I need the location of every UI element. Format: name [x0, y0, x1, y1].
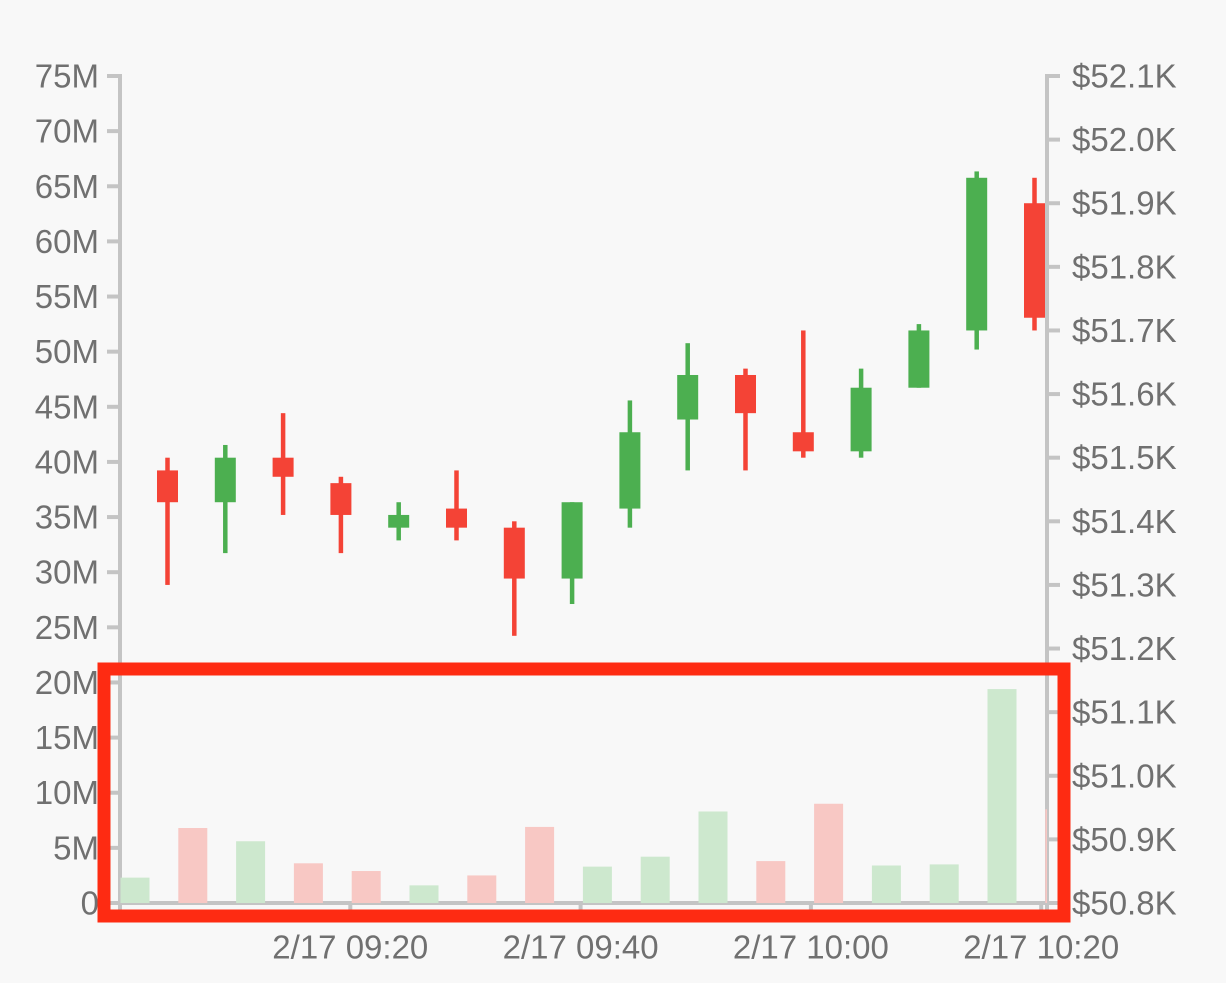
- candle-body: [446, 508, 467, 528]
- right-axis-tick-label: $51.1K: [1072, 694, 1177, 731]
- axes: [107, 74, 1063, 920]
- volume-bar: [987, 689, 1017, 903]
- left-axis-tick-label: 20M: [35, 664, 99, 701]
- right-axis-tick-label: $51.6K: [1072, 376, 1177, 413]
- volume-bar: [120, 877, 150, 903]
- right-axis-tick-label: $51.2K: [1072, 630, 1177, 667]
- volume-bar: [409, 885, 439, 903]
- candle-body: [561, 502, 583, 579]
- candle-body: [850, 387, 872, 452]
- candle-body: [330, 483, 352, 515]
- volume-bar: [698, 811, 728, 903]
- left-axis-tick-label: 55M: [35, 278, 99, 315]
- left-axis-tick-label: 60M: [35, 223, 99, 260]
- right-axis-tick-label: $51.3K: [1072, 566, 1177, 603]
- candle-body: [272, 457, 294, 477]
- axis-labels: 75M 70M 65M 60M 55M 50M 45M 40M 35M 30M 25M 20M 15M 1…: [35, 58, 1177, 966]
- volume-bar: [178, 828, 208, 903]
- right-axis-tick-label: $50.9K: [1072, 821, 1177, 858]
- left-axis-tick-label: 45M: [35, 388, 99, 425]
- x-axis-tick-label: 2/17 09:40: [503, 929, 659, 966]
- candle-body: [1024, 203, 1045, 318]
- candle-wick: [454, 470, 459, 541]
- right-axis-tick-label: $51.5K: [1072, 439, 1177, 476]
- volume-series: [120, 689, 1047, 903]
- volume-bar: [929, 864, 959, 903]
- candle-body: [388, 514, 410, 528]
- right-axis-tick-label: $52.1K: [1072, 58, 1177, 95]
- right-axis-tick-label: $50.8K: [1072, 885, 1177, 922]
- left-axis-tick-label: 25M: [35, 609, 99, 646]
- x-axis-tick-label: 2/17 10:00: [733, 929, 889, 966]
- candle-series: [157, 171, 1045, 636]
- left-axis-tick-label: 10M: [35, 774, 99, 811]
- right-axis-tick-label: $51.7K: [1072, 312, 1177, 349]
- x-axis-tick-label: 2/17 10:20: [963, 929, 1119, 966]
- right-axis-tick-label: $51.0K: [1072, 757, 1177, 794]
- left-axis-tick-label: 50M: [35, 333, 99, 370]
- left-axis-tick-label: 70M: [35, 113, 99, 150]
- x-axis-tick-label: 2/17 09:20: [272, 929, 428, 966]
- volume-bar: [756, 861, 786, 903]
- left-axis-tick-label: 0: [81, 885, 99, 922]
- volume-bar: [1045, 809, 1047, 903]
- left-axis-tick-label: 5M: [53, 829, 99, 866]
- left-axis-tick-label: 35M: [35, 499, 99, 536]
- volume-bar: [467, 875, 497, 903]
- candle-body: [214, 457, 236, 503]
- candle-body: [792, 432, 814, 452]
- candle-wick: [801, 330, 806, 458]
- volume-bar: [814, 803, 844, 903]
- left-axis-tick-label: 15M: [35, 719, 99, 756]
- volume-bar: [582, 866, 612, 903]
- candle-body: [157, 470, 178, 503]
- candle-body: [735, 374, 756, 414]
- volume-bar: [293, 863, 323, 903]
- volume-bar: [640, 856, 670, 903]
- right-axis-tick-label: $51.8K: [1072, 248, 1177, 285]
- right-axis-tick-label: $51.9K: [1072, 185, 1177, 222]
- volume-bar: [525, 826, 555, 903]
- right-axis-tick-label: $52.0K: [1072, 121, 1177, 158]
- left-axis-tick-label: 30M: [35, 554, 99, 591]
- right-axis-tick-label: $51.4K: [1072, 503, 1177, 540]
- candle-wick: [743, 368, 748, 471]
- annotation-rectangle: [97, 662, 1071, 923]
- candle-wick: [165, 457, 170, 585]
- candle-body: [677, 374, 699, 420]
- left-axis-tick-label: 65M: [35, 168, 99, 205]
- candle-body: [908, 330, 930, 388]
- left-axis-tick-label: 75M: [35, 58, 99, 95]
- candle-body: [503, 527, 525, 579]
- volume-bar: [871, 865, 901, 903]
- candle-body: [619, 432, 641, 509]
- candle-body: [966, 177, 988, 331]
- volume-bar: [351, 871, 381, 903]
- left-axis-tick-label: 40M: [35, 443, 99, 480]
- volume-bar: [236, 841, 266, 903]
